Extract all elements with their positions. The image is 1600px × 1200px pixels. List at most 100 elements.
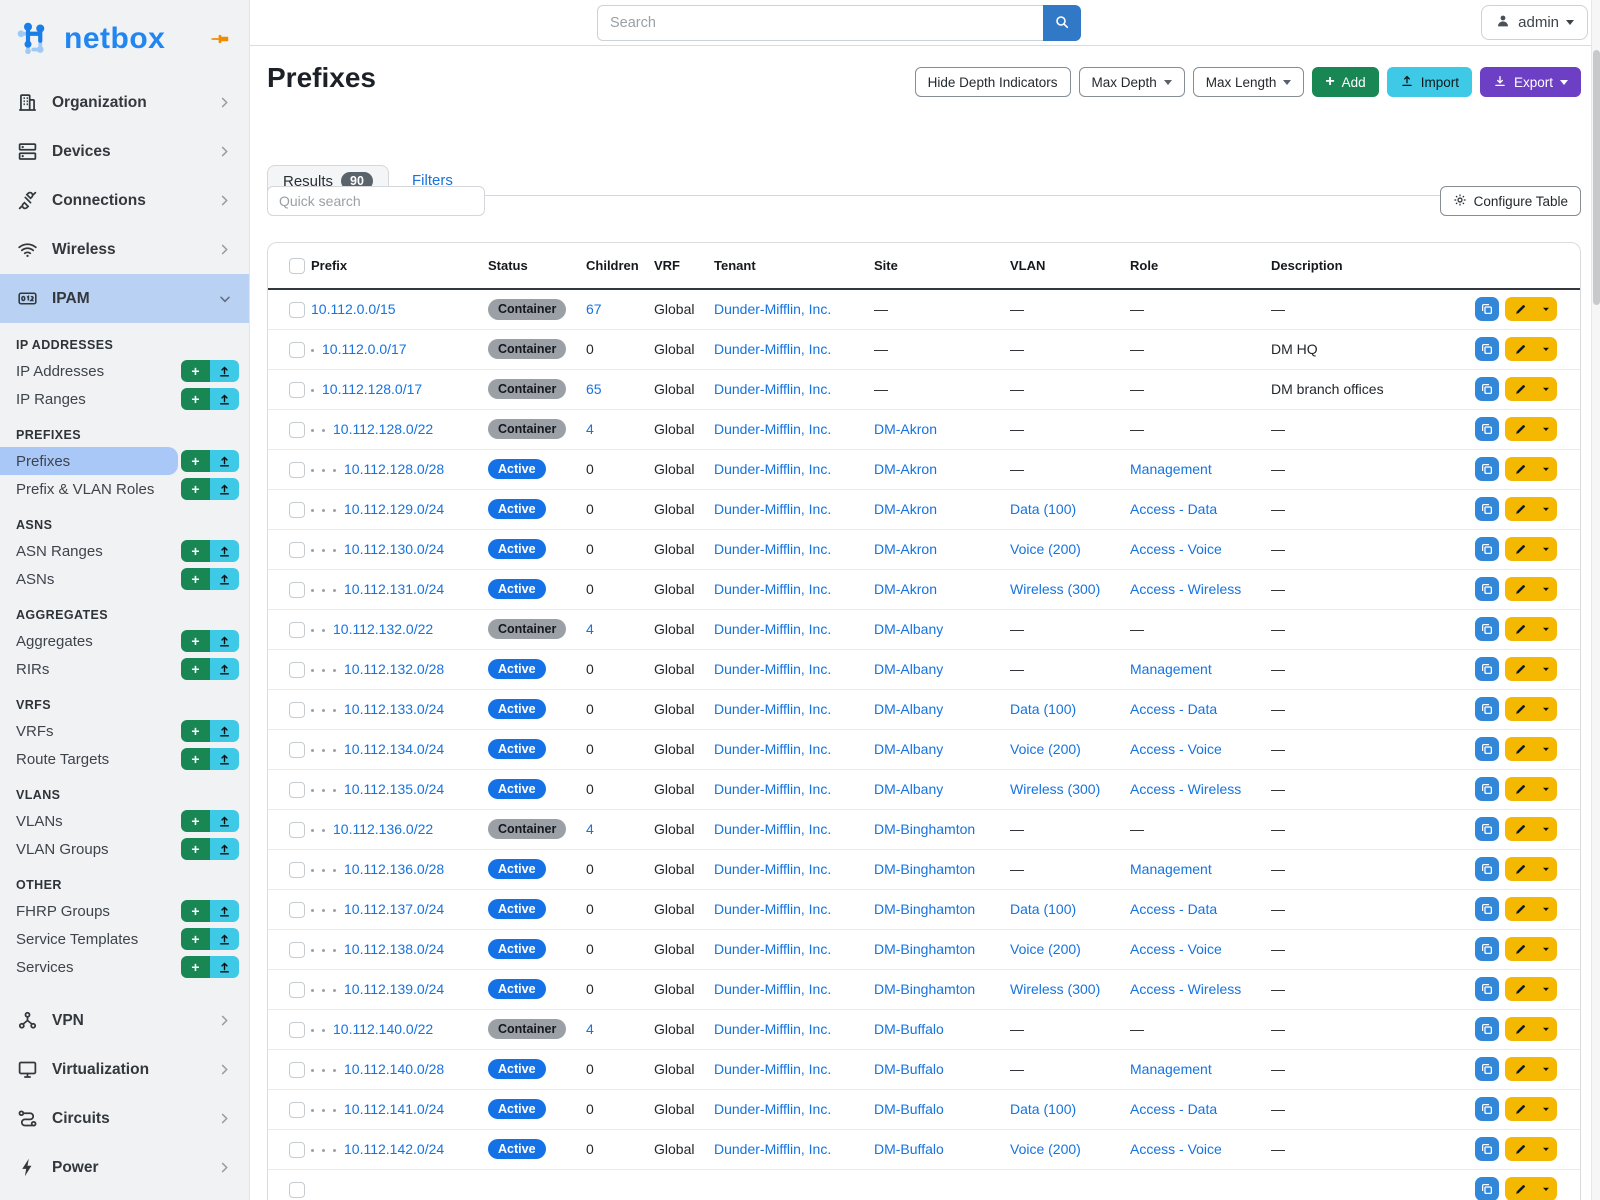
tenant-link[interactable]: Dunder-Mifflin, Inc.	[714, 1101, 832, 1117]
sidebar-item-ipam[interactable]: IPAM	[0, 274, 249, 323]
edit-dropdown-button[interactable]	[1535, 537, 1557, 561]
copy-button[interactable]	[1475, 737, 1499, 761]
tenant-link[interactable]: Dunder-Mifflin, Inc.	[714, 501, 832, 517]
role-link[interactable]: Management	[1130, 461, 1212, 477]
children-count[interactable]: 65	[586, 381, 602, 397]
fhrp-groups-add-button[interactable]: +	[181, 900, 210, 922]
edit-button[interactable]	[1505, 297, 1535, 321]
prefix-vlan-roles-import-button[interactable]	[210, 478, 239, 500]
user-menu-button[interactable]: admin	[1481, 5, 1588, 40]
edit-dropdown-button[interactable]	[1535, 937, 1557, 961]
row-checkbox[interactable]	[289, 701, 305, 718]
vlan-link[interactable]: Voice (200)	[1010, 1141, 1081, 1157]
asn-ranges-import-button[interactable]	[210, 540, 239, 562]
column-header-children[interactable]: Children	[586, 243, 654, 290]
role-link[interactable]: Management	[1130, 661, 1212, 677]
copy-button[interactable]	[1475, 937, 1499, 961]
scrollbar-thumb[interactable]	[1593, 50, 1600, 305]
row-checkbox[interactable]	[289, 861, 305, 878]
tenant-link[interactable]: Dunder-Mifflin, Inc.	[714, 581, 832, 597]
vrfs-import-button[interactable]	[210, 720, 239, 742]
brand-wordmark[interactable]: netbox	[64, 22, 166, 55]
tenant-link[interactable]: Dunder-Mifflin, Inc.	[714, 541, 832, 557]
vlan-link[interactable]: Wireless (300)	[1010, 581, 1101, 597]
sidebar-item-vlans[interactable]: VLANs +	[0, 807, 249, 835]
vlan-link[interactable]: Data (100)	[1010, 1101, 1077, 1117]
route-targets-import-button[interactable]	[210, 748, 239, 770]
search-input[interactable]	[597, 5, 1043, 41]
tenant-link[interactable]: Dunder-Mifflin, Inc.	[714, 461, 832, 477]
copy-button[interactable]	[1475, 297, 1499, 322]
site-link[interactable]: DM-Albany	[874, 741, 944, 757]
tenant-link[interactable]: Dunder-Mifflin, Inc.	[714, 661, 832, 677]
copy-button[interactable]	[1475, 457, 1499, 481]
edit-dropdown-button[interactable]	[1535, 817, 1557, 841]
site-link[interactable]: DM-Buffalo	[874, 1101, 944, 1117]
site-link[interactable]: DM-Buffalo	[874, 1141, 944, 1157]
row-checkbox[interactable]	[289, 1101, 305, 1118]
prefix-link[interactable]: 10.112.128.0/28	[344, 461, 445, 477]
role-link[interactable]: Access - Voice	[1130, 741, 1222, 757]
copy-button[interactable]	[1475, 777, 1499, 801]
sidebar-item-power[interactable]: Power	[0, 1143, 249, 1192]
row-checkbox[interactable]	[289, 1061, 305, 1078]
asns-import-button[interactable]	[210, 568, 239, 590]
edit-dropdown-button[interactable]	[1535, 297, 1557, 321]
prefix-link[interactable]: 10.112.128.0/17	[322, 381, 423, 397]
sidebar-item-circuits[interactable]: Circuits	[0, 1094, 249, 1143]
site-link[interactable]: DM-Akron	[874, 581, 938, 597]
sidebar-item-fhrp-groups[interactable]: FHRP Groups +	[0, 897, 249, 925]
row-checkbox[interactable]	[289, 661, 305, 678]
vlan-link[interactable]: Voice (200)	[1010, 741, 1081, 757]
sidebar-item-virtualization[interactable]: Virtualization	[0, 1045, 249, 1094]
column-header-description[interactable]: Description	[1271, 243, 1391, 290]
sidebar-item-organization[interactable]: Organization	[0, 78, 249, 127]
prefix-link[interactable]: 10.112.132.0/28	[344, 661, 445, 677]
edit-button[interactable]	[1505, 697, 1535, 721]
tenant-link[interactable]: Dunder-Mifflin, Inc.	[714, 421, 832, 437]
role-link[interactable]: Access - Data	[1130, 1101, 1218, 1117]
role-link[interactable]: Access - Wireless	[1130, 981, 1242, 997]
edit-button[interactable]	[1505, 497, 1535, 521]
prefix-link[interactable]: 10.112.133.0/24	[344, 701, 445, 717]
search-button[interactable]	[1043, 5, 1081, 41]
row-checkbox[interactable]	[289, 421, 305, 438]
prefix-link[interactable]: 10.112.130.0/24	[344, 541, 445, 557]
edit-button[interactable]	[1505, 1017, 1535, 1041]
role-link[interactable]: Access - Voice	[1130, 541, 1222, 557]
copy-button[interactable]	[1475, 857, 1499, 881]
services-import-button[interactable]	[210, 956, 239, 978]
prefix-link[interactable]: 10.112.137.0/24	[344, 901, 445, 917]
add-button[interactable]: + Add	[1312, 67, 1379, 97]
ip-ranges-import-button[interactable]	[210, 388, 239, 410]
row-checkbox[interactable]	[289, 1181, 305, 1198]
site-link[interactable]: DM-Albany	[874, 701, 944, 717]
column-header-prefix[interactable]: Prefix	[311, 243, 488, 290]
row-checkbox[interactable]	[289, 901, 305, 918]
row-checkbox[interactable]	[289, 1021, 305, 1038]
rirs-add-button[interactable]: +	[181, 658, 210, 680]
asn-ranges-add-button[interactable]: +	[181, 540, 210, 562]
copy-button[interactable]	[1475, 537, 1499, 561]
edit-dropdown-button[interactable]	[1535, 897, 1557, 921]
edit-button[interactable]	[1505, 1057, 1535, 1081]
tenant-link[interactable]: Dunder-Mifflin, Inc.	[714, 781, 832, 797]
page-scrollbar[interactable]	[1591, 0, 1600, 1200]
edit-button[interactable]	[1505, 857, 1535, 881]
edit-dropdown-button[interactable]	[1535, 1137, 1557, 1161]
column-header-tenant[interactable]: Tenant	[714, 243, 874, 290]
tenant-link[interactable]: Dunder-Mifflin, Inc.	[714, 741, 832, 757]
prefix-link[interactable]: 10.112.136.0/22	[333, 821, 434, 837]
children-count[interactable]: 4	[586, 621, 594, 637]
row-checkbox[interactable]	[289, 461, 305, 478]
edit-dropdown-button[interactable]	[1535, 417, 1557, 441]
edit-button[interactable]	[1505, 377, 1535, 401]
sidebar-item-route-targets[interactable]: Route Targets +	[0, 745, 249, 773]
row-checkbox[interactable]	[289, 301, 305, 318]
prefixes-add-button[interactable]: +	[181, 450, 210, 472]
edit-button[interactable]	[1505, 537, 1535, 561]
tenant-link[interactable]: Dunder-Mifflin, Inc.	[714, 621, 832, 637]
edit-button[interactable]	[1505, 1177, 1535, 1200]
tab-filters[interactable]: Filters	[412, 172, 453, 189]
services-add-button[interactable]: +	[181, 956, 210, 978]
